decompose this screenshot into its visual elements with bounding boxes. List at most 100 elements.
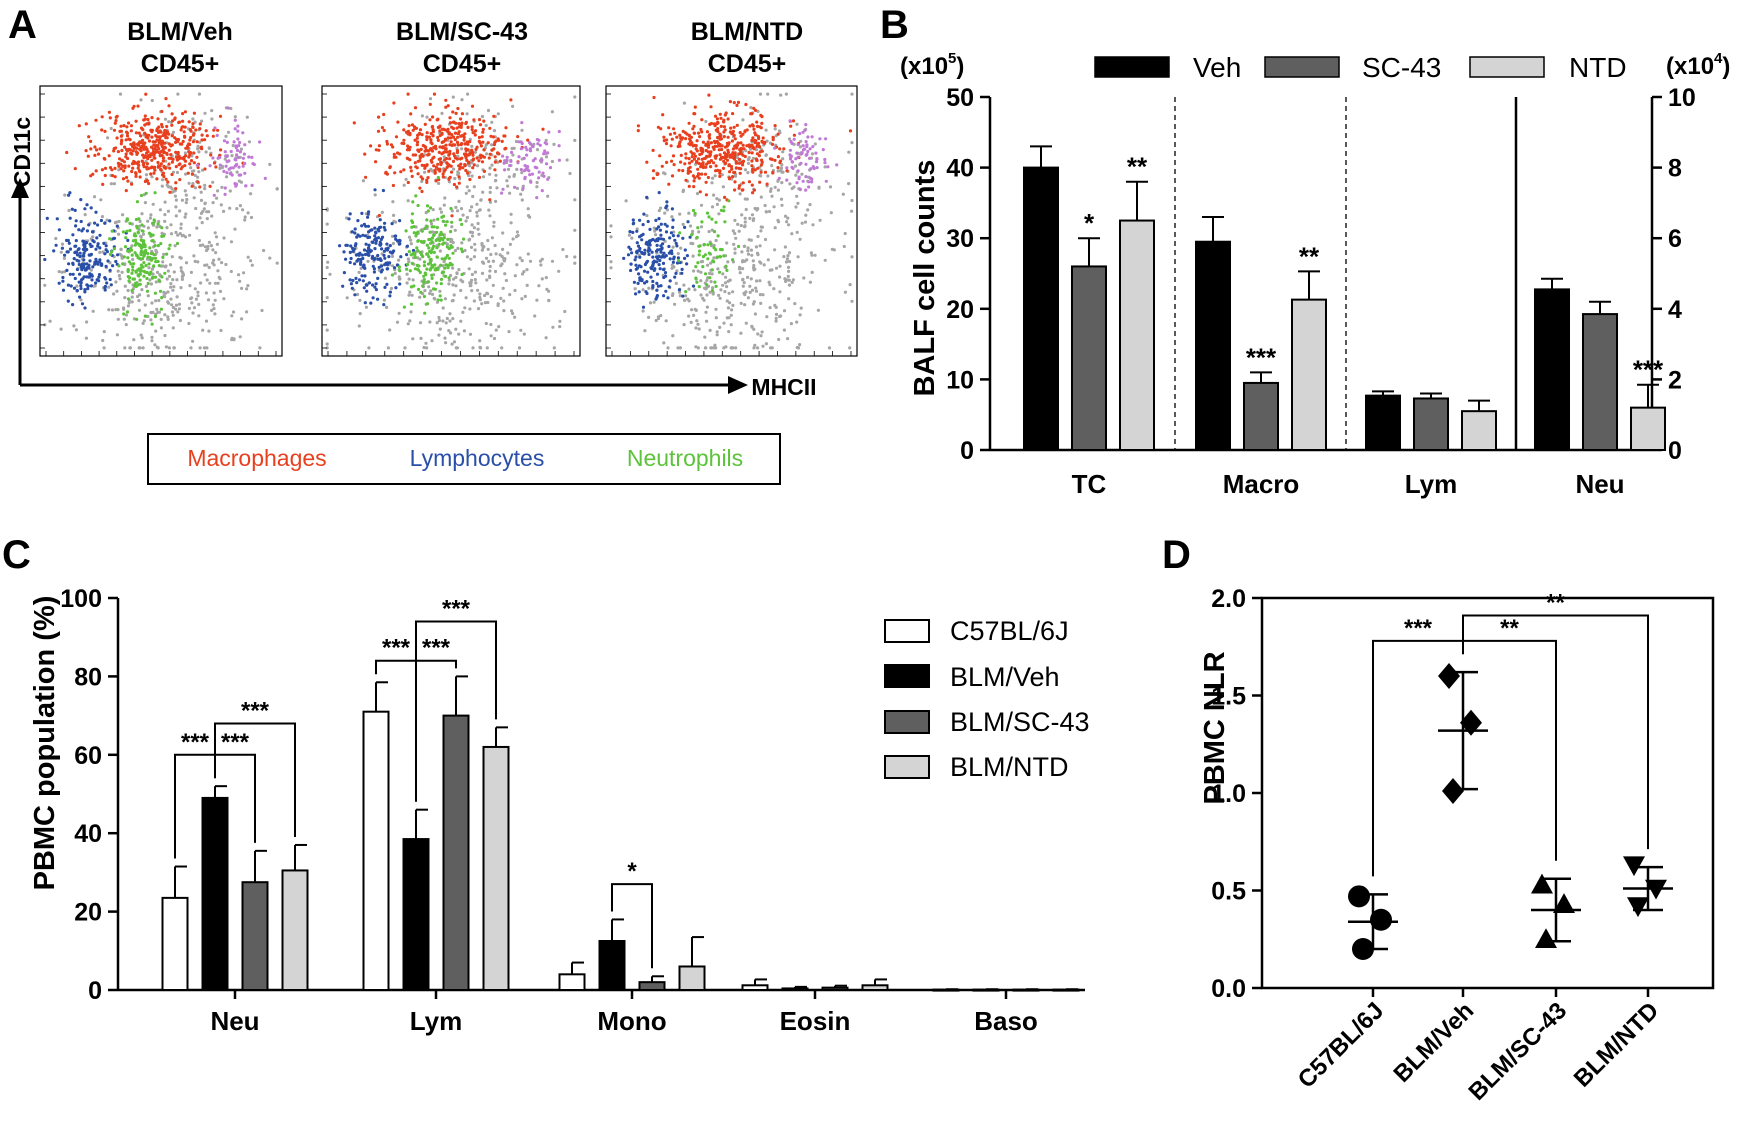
event-dot-other — [193, 259, 197, 263]
event-dot-other — [149, 310, 153, 315]
event-dot-other — [787, 269, 791, 273]
event-dot-neutrophil — [722, 205, 726, 209]
event-dot-other — [509, 221, 513, 225]
bar-blm-ntd — [678, 965, 706, 991]
event-dot-eosinophil — [238, 140, 242, 145]
event-dot-other — [114, 308, 118, 312]
event-dot-neutrophil — [449, 244, 453, 248]
event-dot-neutrophil — [143, 314, 147, 318]
event-dot-macrophage — [130, 169, 134, 174]
event-dot-other — [693, 288, 697, 292]
event-dot-lymphocyte — [88, 259, 92, 263]
event-dot-macrophage — [183, 164, 187, 168]
event-dot-macrophage — [747, 150, 751, 155]
event-dot-macrophage — [125, 125, 129, 129]
flow-title-3-line2: CD45+ — [708, 50, 787, 78]
event-dot-other — [488, 200, 492, 204]
event-dot-other — [459, 319, 463, 323]
event-dot-other — [149, 213, 153, 217]
event-dot-macrophage — [434, 165, 438, 169]
event-dot-macrophage — [151, 140, 155, 144]
event-dot-lymphocyte — [366, 224, 370, 228]
event-dot-macrophage — [157, 151, 162, 155]
y-tick-label: 60 — [74, 742, 102, 770]
event-dot-other — [573, 261, 577, 265]
event-dot-other — [427, 285, 431, 289]
event-dot-lymphocyte — [683, 248, 687, 252]
event-dot-neutrophil — [108, 252, 113, 256]
event-dot-other — [138, 219, 142, 223]
event-dot-neutrophil — [161, 234, 166, 238]
event-dot-other — [181, 272, 185, 277]
event-dot-macrophage — [672, 163, 676, 167]
event-dot-lymphocyte — [388, 294, 392, 298]
event-dot-lymphocyte — [656, 284, 661, 288]
event-dot-lymphocyte — [645, 195, 649, 199]
event-dot-macrophage — [460, 156, 464, 160]
data-point-triangle-down — [1645, 879, 1667, 900]
event-dot-macrophage — [73, 167, 77, 171]
event-dot-macrophage — [714, 169, 718, 173]
event-dot-other — [476, 288, 480, 292]
event-dot-other — [717, 293, 721, 297]
event-dot-lymphocyte — [385, 242, 389, 246]
event-dot-macrophage — [108, 116, 112, 120]
event-dot-lymphocyte — [342, 271, 346, 275]
event-dot-other — [692, 269, 696, 273]
event-dot-macrophage — [96, 152, 101, 156]
event-dot-neutrophil — [419, 290, 423, 294]
event-dot-other — [163, 265, 167, 269]
event-dot-other — [850, 209, 854, 213]
bar-ntd — [1291, 298, 1327, 452]
event-dot-other — [509, 212, 513, 216]
bar-blm-veh — [402, 838, 430, 992]
event-dot-eosinophil — [234, 144, 238, 148]
event-dot-macrophage — [698, 190, 702, 194]
event-dot-other — [203, 202, 207, 206]
event-dot-neutrophil — [126, 256, 130, 260]
event-dot-eosinophil — [520, 121, 524, 125]
event-dot-eosinophil — [244, 184, 248, 188]
event-dot-other — [119, 247, 123, 252]
event-dot-macrophage — [704, 148, 708, 153]
event-dot-other — [787, 259, 792, 264]
event-dot-macrophage — [159, 168, 163, 172]
event-dot-other — [243, 215, 247, 219]
event-dot-macrophage — [477, 135, 481, 140]
event-dot-macrophage — [152, 171, 156, 175]
event-dot-other — [479, 346, 483, 350]
event-dot-lymphocyte — [60, 246, 64, 250]
event-dot-other — [139, 333, 143, 337]
event-dot-other — [167, 274, 172, 278]
event-dot-macrophage — [181, 139, 185, 144]
event-dot-macrophage — [848, 129, 853, 133]
event-dot-macrophage — [391, 145, 395, 149]
event-dot-macrophage — [436, 135, 440, 140]
event-dot-other — [455, 271, 459, 275]
event-dot-other — [406, 257, 410, 261]
event-dot-other — [407, 277, 411, 281]
event-dot-macrophage — [162, 150, 167, 154]
event-dot-macrophage — [187, 155, 191, 159]
event-dot-lymphocyte — [635, 251, 639, 255]
event-dot-macrophage — [168, 166, 172, 170]
event-dot-other — [780, 163, 784, 167]
event-dot-lymphocyte — [89, 206, 93, 210]
event-dot-other — [785, 278, 790, 282]
event-dot-macrophage — [408, 158, 412, 162]
event-dot-other — [773, 226, 777, 230]
event-dot-other — [511, 237, 515, 241]
event-dot-macrophage — [660, 164, 664, 168]
event-dot-other — [468, 332, 473, 336]
event-dot-macrophage — [168, 190, 172, 194]
event-dot-other — [544, 336, 548, 340]
event-dot-macrophage — [737, 157, 742, 161]
event-dot-lymphocyte — [90, 278, 94, 282]
event-dot-other — [781, 150, 785, 154]
event-dot-lymphocyte — [366, 212, 370, 216]
bar-blm-ntd — [482, 745, 510, 992]
event-dot-eosinophil — [540, 158, 544, 162]
event-dot-lymphocyte — [658, 258, 662, 263]
event-dot-other — [609, 266, 613, 270]
y-tick-label: 100 — [60, 585, 102, 613]
